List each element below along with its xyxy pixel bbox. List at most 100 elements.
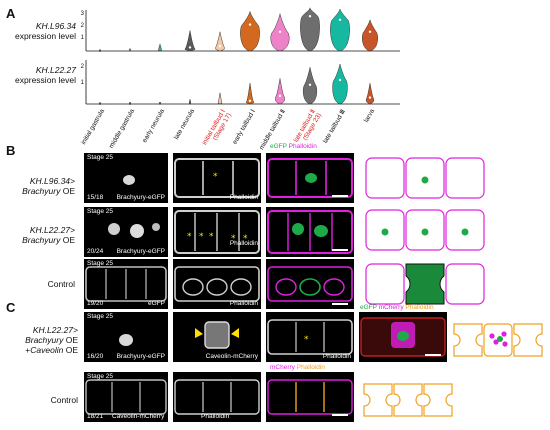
violin-1-0	[99, 49, 101, 53]
phalloidin-image: * Phalloidin	[173, 153, 261, 203]
channel-label: Caveolin-mCherry	[205, 353, 258, 360]
schematic-row3	[365, 263, 485, 305]
scale-bar	[332, 249, 348, 251]
violin-median-1-9	[368, 30, 372, 33]
gene-name: KH.L22.27	[35, 65, 76, 75]
phalloidin-image: Phalloidin	[173, 372, 261, 422]
violin-median-2-8	[338, 78, 342, 82]
channel-label: Brachyury-eGFP	[116, 194, 165, 201]
merge-header: mCherry Phalloidin	[270, 364, 325, 371]
violin-median-2-9	[368, 96, 372, 99]
panel-letter-a: A	[6, 6, 16, 21]
channel-label: Phalloidin	[229, 300, 258, 307]
oe-label: OE	[65, 345, 78, 355]
scale-bar	[332, 414, 348, 416]
mcherry-header: mCherry	[378, 304, 404, 311]
brachyury-egfp-image: Stage 25 16/20 Brachyury-eGFP	[84, 312, 168, 362]
count-label: 15/18	[87, 194, 104, 201]
panel-b-row2-label: KH.L22.27> Brachyury OE	[5, 225, 75, 245]
ytick: 1	[80, 80, 84, 86]
stage-label: Stage 25	[87, 154, 114, 161]
violin-1-7	[300, 7, 320, 52]
violin-plot	[85, 7, 400, 105]
panel-letter-c: C	[6, 300, 16, 315]
ytick: 3	[80, 11, 84, 17]
brachyury-label: Brachyury	[25, 335, 64, 345]
svg-text:*: *	[199, 232, 204, 242]
plus-label: +	[25, 345, 31, 355]
violin-2-8	[332, 63, 348, 105]
oe-label: OE	[62, 186, 75, 196]
violin-1-3	[184, 30, 196, 52]
channel-label: Phalloidin	[229, 240, 258, 247]
phalloidin-image: * Phalloidin	[266, 312, 354, 362]
count-label: 16/20	[87, 353, 104, 360]
scale-bar	[425, 354, 441, 356]
violin-2-6	[274, 78, 286, 105]
ylabel-suffix: expression level	[15, 31, 76, 41]
brachyury-label: Brachyury	[22, 235, 61, 245]
gene-name: KH.L96.34	[35, 21, 76, 31]
panel-c-row1-label: KH.L22.27> Brachyury OE +Caveolin OE	[4, 325, 78, 355]
violin-median-1-6	[278, 30, 282, 33]
brachyury-label: Brachyury	[22, 186, 61, 196]
svg-text:*: *	[231, 234, 236, 244]
scale-bar	[332, 195, 348, 197]
egfp-image: Stage 25 19/20 eGFP	[84, 259, 168, 309]
channel-label: Caveolin-mCherry	[112, 413, 165, 420]
phalloidin-header: Phalloidin	[288, 143, 317, 150]
gene-name: KH.L22.27>	[29, 225, 75, 235]
violin-2-5	[245, 83, 255, 105]
channel-label: Phalloidin	[229, 194, 258, 201]
channel-label: Brachyury-eGFP	[116, 248, 165, 255]
svg-text:*: *	[209, 232, 214, 242]
phalloidin-header: Phalloidin	[405, 304, 434, 311]
svg-text:*: *	[187, 232, 192, 242]
ytick: 2	[80, 64, 84, 70]
violin-median-1-7	[308, 15, 312, 18]
count-label: 18/21	[87, 413, 104, 420]
violin-1-5	[240, 11, 260, 52]
violin-1-2	[157, 43, 163, 52]
caveolin-mcherry-image: Caveolin-mCherry	[173, 312, 261, 362]
phalloidin-image: Phalloidin	[173, 259, 261, 309]
merge-image	[266, 259, 354, 309]
violin-median-1-3	[188, 46, 192, 49]
oe-label: OE	[65, 335, 78, 345]
violin-1-9	[362, 19, 378, 52]
violin-median-2-7	[308, 83, 312, 87]
scale-bar	[332, 303, 348, 305]
stage-label: Stage 25	[87, 260, 114, 267]
violin-median-1-5	[248, 23, 252, 26]
count-label: 19/20	[87, 300, 104, 307]
violin-2-0	[99, 102, 101, 105]
gene-name: KH.L22.27>	[32, 325, 78, 335]
caveolin-mcherry-image: Stage 25 18/21 Caveolin-mCherry	[84, 372, 168, 422]
violin-median-1-4	[218, 45, 222, 48]
panel-b-schematics	[365, 157, 485, 305]
merge-image	[266, 153, 354, 203]
merge-image	[266, 207, 354, 257]
mcherry-header: mCherry	[270, 364, 295, 371]
merge-header: eGFP Phalloidin	[270, 143, 317, 150]
channel-label: Brachyury-eGFP	[116, 353, 165, 360]
stage-label: Stage 25	[87, 313, 114, 320]
svg-text:*: *	[243, 234, 248, 244]
violin-1-8	[330, 8, 350, 52]
panel-letter-b: B	[6, 143, 16, 158]
violin-median-2-6	[278, 94, 282, 98]
violin-2-9	[365, 83, 375, 105]
schematic-row1	[365, 157, 485, 199]
stage-label: Stage 25	[87, 208, 114, 215]
stage-label: Stage 25	[87, 373, 114, 380]
panel-a-row1-label: KH.L96.34 expression level	[4, 21, 76, 41]
caveolin-label: Caveolin	[30, 345, 64, 355]
gene-name: KH.L96.34>	[29, 176, 75, 186]
channel-label: Phalloidin	[201, 413, 230, 420]
ylabel-suffix: expression level	[15, 75, 76, 85]
panel-b-row3-label: Control	[47, 279, 75, 289]
violin-median-2-5	[248, 99, 252, 103]
panel-c-row2-label: Control	[50, 395, 78, 405]
svg-text:*: *	[213, 172, 218, 182]
